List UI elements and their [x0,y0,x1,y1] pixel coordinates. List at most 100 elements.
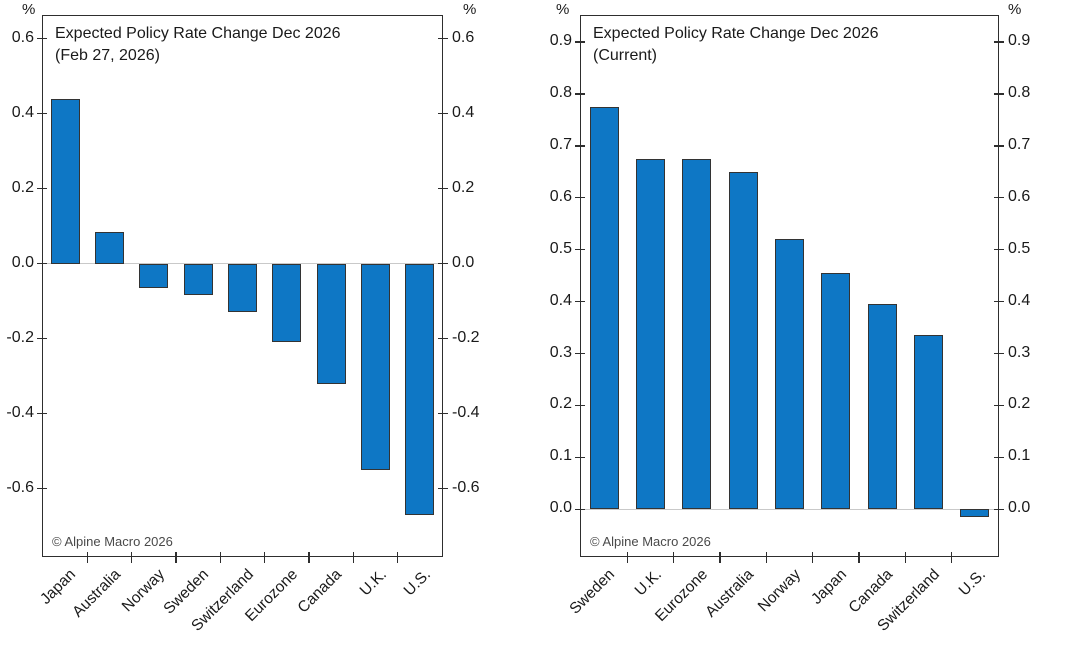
y-axis-tick-label: 0.1 [549,447,572,465]
percent-unit-right: % [463,1,477,18]
bar-australia [728,171,758,510]
y-axis-tick-label: 0.6 [452,28,475,46]
y-axis-tick-label: 0.0 [11,253,34,271]
bar-canada [867,304,897,510]
x-axis-tick [130,552,133,563]
chart-title-line: Expected Policy Rate Change Dec 2026 [593,25,879,42]
y-tick-left [37,187,47,190]
y-axis-tick-label: 0.6 [1008,187,1031,205]
bar-us [405,263,435,515]
y-axis-tick-label: 0.0 [1008,499,1031,517]
copyright-note: © Alpine Macro 2026 [590,534,711,549]
chart-subtitle: (Feb 27, 2026) [55,47,160,65]
y-tick-right [438,187,448,190]
x-axis-tick [308,552,310,563]
chart-current: % % Expected Policy Rate Change Dec 2026… [534,0,1068,646]
y-tick-right [994,93,1004,95]
chart-title: Expected Policy Rate Change Dec 2026 (Cu… [593,23,879,68]
y-axis-tick-label: 0.8 [549,83,572,101]
y-tick-right [994,145,1004,147]
chart-title: Expected Policy Rate Change Dec 2026 (Fe… [55,23,341,68]
percent-unit-left: % [22,1,36,18]
y-tick-right [994,508,1004,511]
bar-norway [775,239,804,510]
x-axis-tick [263,552,266,563]
y-tick-left [37,487,47,490]
y-axis-tick-label: -0.2 [6,328,34,346]
y-tick-right [438,37,448,40]
y-axis-tick-label: -0.2 [452,328,480,346]
y-tick-left [575,300,585,303]
y-axis-tick-label: 0.7 [549,135,572,153]
y-tick-right [438,262,448,265]
x-axis-tick [352,552,355,563]
y-tick-right [994,456,1004,459]
percent-unit-left: % [556,1,570,18]
x-axis-tick [672,552,675,563]
bar-sweden [183,263,213,296]
bar-eurozone [272,263,302,343]
chart-subtitle: (Current) [593,47,658,65]
y-axis-tick-label: 0.5 [549,239,572,257]
y-axis-tick-label: 0.4 [11,103,34,121]
y-tick-left [575,352,585,355]
percent-unit-right: % [1008,1,1022,18]
y-tick-left [575,41,585,43]
y-axis-tick-label: 0.0 [549,499,572,517]
plot-area: Expected Policy Rate Change Dec 2026 (Cu… [575,15,1004,563]
y-tick-left [575,93,585,95]
y-axis-tick-label: 0.2 [1008,395,1031,413]
y-tick-left [575,145,585,147]
y-tick-right [994,300,1004,303]
bar-canada [316,263,346,384]
y-axis-tick-label: 0.2 [452,178,475,196]
y-tick-left [37,112,47,115]
y-axis-tick-label: 0.2 [549,395,572,413]
y-axis-tick-label: 0.5 [1008,239,1031,257]
x-axis-tick [950,552,953,563]
x-axis-tick [626,552,629,563]
bar-switzerland [914,335,943,510]
y-tick-right [438,337,448,340]
bar-japan [50,98,80,264]
y-axis-tick-label: -0.4 [6,403,34,421]
y-tick-left [37,337,47,340]
bar-norway [139,263,169,288]
bar-switzerland [228,263,257,313]
bar-uk [636,158,665,510]
y-tick-right [994,404,1004,407]
x-axis-tick [219,552,222,563]
y-axis-tick-label: 0.3 [1008,343,1031,361]
x-axis-tick [811,552,814,563]
x-axis-tick [175,552,177,563]
y-axis-tick-label: 0.0 [452,253,475,271]
y-tick-left [575,456,585,459]
x-axis-tick [858,552,860,563]
bar-sweden [589,106,619,510]
y-axis-tick-label: -0.6 [452,478,480,496]
y-tick-right [994,352,1004,355]
bar-japan [821,273,851,510]
copyright-note: © Alpine Macro 2026 [52,534,173,549]
y-tick-left [575,196,585,199]
y-axis-tick-label: 0.4 [1008,291,1031,309]
y-tick-right [438,487,448,490]
y-axis-tick-label: 0.9 [1008,31,1031,49]
y-tick-left [37,37,47,40]
chart-title-line: Expected Policy Rate Change Dec 2026 [55,25,341,42]
y-axis-tick-label: 0.7 [1008,135,1031,153]
y-tick-right [438,112,448,115]
y-tick-left [575,248,585,251]
x-axis-tick [86,552,89,563]
x-axis-tick [765,552,768,563]
chart-feb-27-2026: % % Expected Policy Rate Change Dec 2026… [6,1,480,635]
y-tick-right [994,196,1004,199]
zero-gridline [581,508,998,511]
y-tick-left [575,508,585,511]
x-axis-tick [396,552,399,563]
plot-area: Expected Policy Rate Change Dec 2026 (Fe… [37,15,448,563]
y-axis-tick-label: -0.6 [6,478,34,496]
y-tick-right [438,412,448,415]
y-tick-right [994,41,1004,43]
